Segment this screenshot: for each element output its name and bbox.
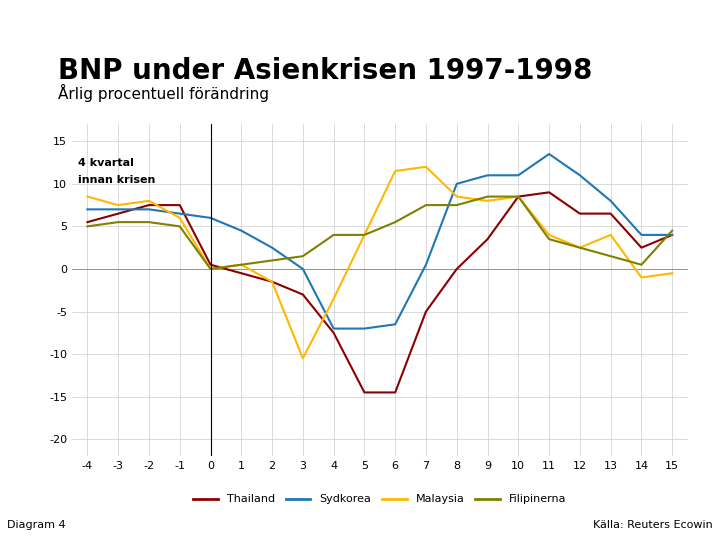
Sydkorea bbox=[299, 266, 307, 272]
Thailand bbox=[452, 266, 461, 272]
Thailand bbox=[145, 202, 153, 208]
Text: BNP under Asienkrisen 1997-1998: BNP under Asienkrisen 1997-1998 bbox=[58, 57, 592, 85]
Thailand bbox=[206, 261, 215, 268]
Malaysia bbox=[483, 198, 492, 204]
Sydkorea bbox=[514, 172, 523, 179]
Malaysia bbox=[668, 270, 677, 276]
Filipinerna bbox=[483, 193, 492, 200]
Malaysia bbox=[452, 193, 461, 200]
Malaysia bbox=[606, 232, 615, 238]
Line: Malaysia: Malaysia bbox=[87, 167, 672, 359]
Thailand bbox=[176, 202, 184, 208]
Sydkorea bbox=[452, 180, 461, 187]
Malaysia bbox=[206, 266, 215, 272]
Text: 4 kvartal: 4 kvartal bbox=[78, 158, 134, 168]
Thailand bbox=[606, 211, 615, 217]
Filipinerna bbox=[83, 223, 91, 230]
Filipinerna bbox=[606, 253, 615, 259]
Thailand bbox=[422, 308, 431, 315]
Malaysia bbox=[360, 232, 369, 238]
Thailand bbox=[237, 270, 246, 276]
Malaysia bbox=[575, 245, 584, 251]
Sydkorea bbox=[668, 232, 677, 238]
Text: innan krisen: innan krisen bbox=[78, 176, 156, 185]
Thailand bbox=[514, 193, 523, 200]
Thailand bbox=[114, 211, 122, 217]
Thailand bbox=[545, 189, 554, 195]
Filipinerna bbox=[452, 202, 461, 208]
Filipinerna bbox=[668, 227, 677, 234]
Legend: Thailand, Sydkorea, Malaysia, Filipinerna: Thailand, Sydkorea, Malaysia, Filipinern… bbox=[189, 490, 571, 509]
Sydkorea bbox=[329, 325, 338, 332]
Filipinerna bbox=[637, 261, 646, 268]
Filipinerna bbox=[575, 245, 584, 251]
Sydkorea bbox=[145, 206, 153, 213]
Malaysia bbox=[422, 164, 431, 170]
Filipinerna bbox=[237, 261, 246, 268]
Malaysia bbox=[545, 232, 554, 238]
Malaysia bbox=[114, 202, 122, 208]
Sydkorea bbox=[237, 227, 246, 234]
Thailand bbox=[83, 219, 91, 225]
Thailand bbox=[268, 279, 276, 285]
Sydkorea bbox=[575, 172, 584, 179]
Filipinerna bbox=[514, 193, 523, 200]
Filipinerna bbox=[299, 253, 307, 259]
Line: Thailand: Thailand bbox=[87, 192, 672, 393]
Thailand bbox=[575, 211, 584, 217]
Malaysia bbox=[83, 193, 91, 200]
Text: SVERIGES
RIKSBANK: SVERIGES RIKSBANK bbox=[643, 84, 683, 97]
Malaysia bbox=[145, 198, 153, 204]
Thailand bbox=[668, 232, 677, 238]
Thailand bbox=[360, 389, 369, 396]
Sydkorea bbox=[176, 211, 184, 217]
Sydkorea bbox=[483, 172, 492, 179]
Text: Diagram 4: Diagram 4 bbox=[7, 520, 66, 530]
Filipinerna bbox=[360, 232, 369, 238]
Line: Sydkorea: Sydkorea bbox=[87, 154, 672, 328]
Malaysia bbox=[514, 193, 523, 200]
Filipinerna bbox=[545, 236, 554, 242]
Thailand bbox=[637, 245, 646, 251]
Filipinerna bbox=[329, 232, 338, 238]
Malaysia bbox=[268, 279, 276, 285]
Sydkorea bbox=[422, 261, 431, 268]
Sydkorea bbox=[114, 206, 122, 213]
Thailand bbox=[299, 291, 307, 298]
Sydkorea bbox=[360, 325, 369, 332]
Line: Filipinerna: Filipinerna bbox=[87, 197, 672, 269]
Filipinerna bbox=[145, 219, 153, 225]
Filipinerna bbox=[268, 257, 276, 264]
Filipinerna bbox=[422, 202, 431, 208]
Malaysia bbox=[176, 214, 184, 221]
Thailand bbox=[391, 389, 400, 396]
Sydkorea bbox=[83, 206, 91, 213]
Malaysia bbox=[391, 168, 400, 174]
Sydkorea bbox=[206, 214, 215, 221]
Malaysia bbox=[329, 295, 338, 302]
Thailand bbox=[329, 329, 338, 336]
Filipinerna bbox=[176, 223, 184, 230]
Sydkorea bbox=[606, 198, 615, 204]
Text: Källa: Reuters Ecowin: Källa: Reuters Ecowin bbox=[593, 520, 713, 530]
Malaysia bbox=[299, 355, 307, 362]
Filipinerna bbox=[391, 219, 400, 225]
Sydkorea bbox=[268, 245, 276, 251]
Sydkorea bbox=[637, 232, 646, 238]
Malaysia bbox=[637, 274, 646, 281]
Sydkorea bbox=[391, 321, 400, 328]
Thailand bbox=[483, 236, 492, 242]
Filipinerna bbox=[206, 266, 215, 272]
Sydkorea bbox=[545, 151, 554, 157]
Text: Årlig procentuell förändring: Årlig procentuell förändring bbox=[58, 84, 269, 102]
Malaysia bbox=[237, 261, 246, 268]
Filipinerna bbox=[114, 219, 122, 225]
